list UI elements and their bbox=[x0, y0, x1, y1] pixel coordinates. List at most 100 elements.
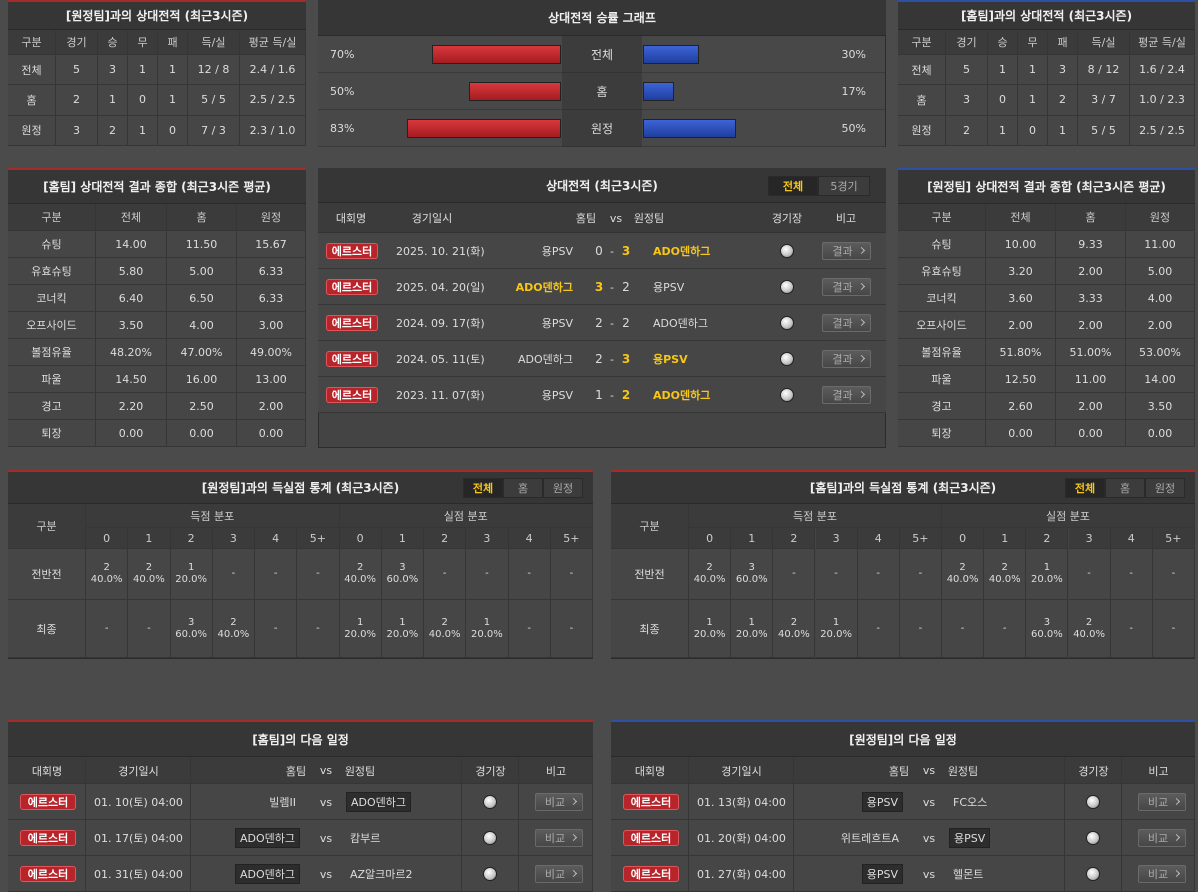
table-cell: 2.5 / 2.5 bbox=[240, 85, 306, 116]
home-team-cell: 위트레흐트A bbox=[794, 820, 903, 856]
row-label: 전체 bbox=[898, 55, 946, 86]
column-header: 4 bbox=[857, 528, 900, 549]
panel-title: [홈팀] 상대전적 결과 종합 (최근3시즌 평균) bbox=[8, 168, 306, 204]
table-cell: 1 bbox=[158, 55, 188, 86]
away-team-cell: ADO덴하그 bbox=[653, 377, 758, 413]
column-header: 경기 bbox=[56, 30, 98, 55]
value-label: 30% bbox=[841, 48, 866, 61]
result-button[interactable]: 결과 bbox=[822, 278, 871, 296]
score-separator: - bbox=[610, 352, 614, 366]
row-label: 홈 bbox=[8, 85, 56, 116]
column-header: 대회명 bbox=[335, 212, 367, 225]
count: 3 bbox=[399, 562, 406, 573]
percentage: 40.0% bbox=[132, 574, 165, 585]
bar bbox=[643, 45, 699, 64]
table-cell: 0.00 bbox=[167, 420, 237, 447]
tab[interactable]: 5경기 bbox=[818, 176, 870, 196]
stadium-icon bbox=[780, 280, 794, 294]
table-cell: 1 bbox=[128, 55, 158, 86]
count: - bbox=[231, 568, 236, 579]
tab[interactable]: 원정 bbox=[1145, 478, 1185, 498]
table-cell: 0 bbox=[128, 85, 158, 116]
match-date: 01. 10(토) 04:00 bbox=[94, 796, 183, 809]
header-cell bbox=[794, 757, 1065, 784]
row-label: 유효슈팅 bbox=[8, 258, 96, 285]
compare-button[interactable]: 비교 bbox=[1138, 865, 1186, 883]
row-label: 슈팅 bbox=[898, 231, 986, 258]
stadium-icon bbox=[780, 316, 794, 330]
result-button[interactable]: 결과 bbox=[822, 350, 871, 368]
away-team-cell: 용PSV bbox=[949, 820, 1063, 856]
column-header: 3 bbox=[212, 528, 255, 549]
count: 2 bbox=[103, 562, 110, 573]
table-cell: 11.00 bbox=[1126, 231, 1195, 258]
stadium-icon bbox=[780, 388, 794, 402]
table-cell: 0.00 bbox=[96, 420, 167, 447]
percentage: 40.0% bbox=[778, 628, 810, 640]
row-label: 전체 bbox=[562, 36, 642, 73]
table-cell: 5 bbox=[946, 55, 988, 86]
count: 1 bbox=[483, 616, 491, 628]
table-cell: 5.80 bbox=[96, 258, 167, 285]
table-cell: - bbox=[1110, 600, 1153, 658]
away-team: 용PSV bbox=[653, 281, 685, 294]
table-cell: 6.50 bbox=[167, 285, 237, 312]
table-cell: 2.50 bbox=[167, 393, 237, 420]
tab[interactable]: 홈 bbox=[503, 478, 543, 498]
away-team: 헬몬트 bbox=[953, 868, 984, 881]
table-cell: 1 20.0% bbox=[731, 600, 774, 658]
result-button[interactable]: 결과 bbox=[822, 242, 871, 260]
tab[interactable]: 전체 bbox=[1065, 478, 1105, 498]
table-cell: 49.00% bbox=[237, 339, 306, 366]
home-team: ADO덴하그 bbox=[515, 281, 573, 294]
column-header: 5+ bbox=[899, 528, 942, 549]
match-date: 01. 27(화) 04:00 bbox=[697, 868, 786, 881]
table-cell: 5 bbox=[56, 55, 98, 86]
stadium-icon bbox=[1086, 795, 1100, 809]
table-cell: 16.00 bbox=[167, 366, 237, 393]
table-cell: - bbox=[1152, 600, 1195, 658]
table-cell: 2 40.0% bbox=[212, 600, 255, 658]
compare-button[interactable]: 비교 bbox=[1138, 793, 1186, 811]
table-cell: 2.00 bbox=[1056, 312, 1126, 339]
table-cell bbox=[1065, 784, 1122, 820]
table-cell bbox=[689, 820, 794, 856]
percentage: 60.0% bbox=[1031, 628, 1063, 640]
away-team: ADO덴하그 bbox=[346, 792, 412, 812]
header-cell bbox=[611, 757, 689, 784]
bar bbox=[431, 45, 561, 64]
tab[interactable]: 전체 bbox=[463, 478, 503, 498]
tab[interactable]: 원정 bbox=[543, 478, 583, 498]
result-button[interactable]: 결과 bbox=[822, 386, 871, 404]
table-cell: 3.20 bbox=[986, 258, 1056, 285]
table-cell bbox=[794, 820, 1065, 856]
table-cell: 1 20.0% bbox=[815, 600, 858, 658]
tab[interactable]: 홈 bbox=[1105, 478, 1145, 498]
table-cell: 2 40.0% bbox=[1068, 600, 1111, 658]
table-cell: - bbox=[212, 549, 255, 600]
league-badge: 에르스터 bbox=[326, 243, 378, 259]
table-cell: 0.00 bbox=[1056, 420, 1126, 447]
home-team: ADO덴하그 bbox=[234, 864, 300, 884]
panel-title: [홈팀]의 다음 일정 bbox=[8, 720, 593, 757]
column-header: 1 bbox=[128, 528, 171, 549]
compare-button[interactable]: 비교 bbox=[535, 793, 583, 811]
table-cell: 1 bbox=[988, 115, 1018, 146]
column-header: 승 bbox=[988, 30, 1018, 55]
result-button[interactable]: 결과 bbox=[822, 314, 871, 332]
group-header: 실점 분포 bbox=[942, 504, 1195, 528]
group-header: 실점 분포 bbox=[339, 504, 593, 528]
compare-button[interactable]: 비교 bbox=[1138, 829, 1186, 847]
row-label: 파울 bbox=[8, 366, 96, 393]
percentage: 20.0% bbox=[735, 628, 768, 640]
panel-title: 상대전적 승률 그래프 bbox=[318, 0, 886, 36]
match-date: 01. 31(토) 04:00 bbox=[94, 868, 183, 881]
home-team-cell: 용PSV bbox=[470, 377, 573, 413]
tab[interactable]: 전체 bbox=[768, 176, 818, 196]
table-cell: 1 bbox=[128, 115, 158, 146]
compare-button[interactable]: 비교 bbox=[535, 829, 583, 847]
compare-button[interactable]: 비교 bbox=[535, 865, 583, 883]
percentage: 20.0% bbox=[1031, 574, 1063, 585]
table-cell: - bbox=[984, 600, 1027, 658]
